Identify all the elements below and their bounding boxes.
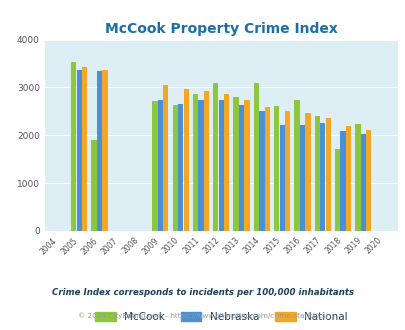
Bar: [218, 100, 224, 231]
Bar: [158, 100, 163, 231]
Bar: [325, 118, 330, 231]
Bar: [360, 134, 365, 231]
Bar: [238, 105, 244, 231]
Bar: [203, 91, 209, 231]
Bar: [177, 104, 183, 231]
Bar: [91, 140, 96, 231]
Bar: [192, 94, 198, 231]
Bar: [294, 100, 299, 231]
Bar: [172, 105, 177, 231]
Bar: [365, 130, 371, 231]
Bar: [334, 149, 339, 231]
Text: © 2024 CityRating.com - https://www.cityrating.com/crime-statistics/: © 2024 CityRating.com - https://www.city…: [78, 313, 327, 319]
Bar: [233, 97, 238, 231]
Bar: [259, 112, 264, 231]
Bar: [354, 124, 360, 231]
Bar: [71, 62, 76, 231]
Bar: [82, 67, 87, 231]
Bar: [244, 100, 249, 231]
Title: McCook Property Crime Index: McCook Property Crime Index: [104, 22, 337, 36]
Bar: [213, 83, 218, 231]
Bar: [273, 106, 279, 231]
Bar: [305, 113, 310, 231]
Bar: [224, 94, 229, 231]
Bar: [253, 83, 258, 231]
Bar: [345, 126, 350, 231]
Legend: McCook, Nebraska, National: McCook, Nebraska, National: [92, 309, 350, 325]
Bar: [284, 112, 290, 231]
Bar: [279, 125, 284, 231]
Bar: [183, 89, 188, 231]
Bar: [198, 100, 203, 231]
Bar: [97, 71, 102, 231]
Bar: [152, 101, 157, 231]
Bar: [163, 85, 168, 231]
Bar: [299, 125, 305, 231]
Bar: [77, 70, 81, 231]
Bar: [340, 131, 345, 231]
Bar: [264, 107, 269, 231]
Text: Crime Index corresponds to incidents per 100,000 inhabitants: Crime Index corresponds to incidents per…: [52, 287, 353, 297]
Bar: [320, 123, 325, 231]
Bar: [314, 116, 319, 231]
Bar: [102, 70, 107, 231]
